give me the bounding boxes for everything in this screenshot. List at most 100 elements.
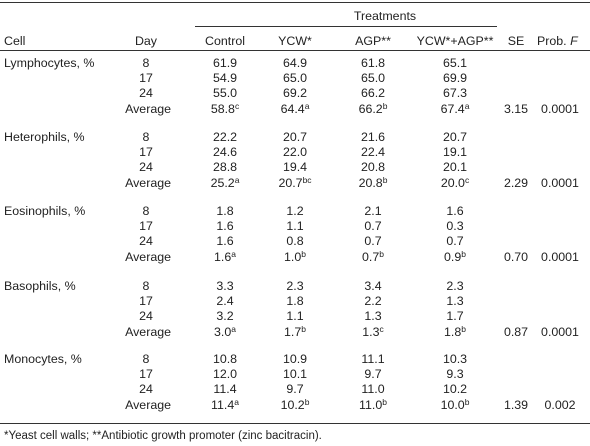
se-value: 3.15 [503, 101, 529, 116]
top-rule [0, 2, 590, 3]
ycw-agp-value: 19.1 [442, 145, 468, 160]
average-value: 25.2 [210, 175, 235, 190]
significance-letter: a [464, 100, 470, 111]
average-label: Average [125, 249, 171, 264]
col-header-prob: Prob. F [537, 34, 578, 48]
average-label: Average [125, 175, 171, 190]
ycw-agp-value: 10.2 [442, 382, 468, 397]
agp-value: 22.4 [360, 145, 386, 160]
ycw-agp-value: 9.3 [446, 367, 464, 382]
day-value: 8 [142, 352, 150, 366]
control-value: 61.9 [212, 56, 238, 70]
average-value: 1.7 [284, 324, 302, 339]
ycw-average: 64.4a [260, 101, 330, 116]
cell-type-label: Basophils, % [4, 279, 76, 293]
day-value: 17 [139, 145, 153, 160]
agp-value: 1.3 [364, 309, 382, 324]
control-value: 28.8 [212, 160, 238, 175]
control-value: 1.6 [216, 219, 234, 234]
agp-value: 11.0 [361, 382, 385, 397]
significance-letter: a [234, 396, 239, 407]
significance-letter: b [382, 174, 388, 185]
ycw-value: 10.9 [282, 352, 308, 366]
se-value: 0.87 [503, 324, 529, 339]
day-value: 24 [139, 86, 153, 101]
control-value: 3.3 [216, 279, 234, 293]
day-value: 17 [139, 71, 153, 86]
average-label: Average [125, 397, 171, 412]
average-value: 20.8 [358, 175, 383, 190]
ycw-agp-value: 2.3 [446, 279, 464, 293]
average-value: 66.2 [358, 101, 383, 116]
day-value: 24 [139, 234, 153, 249]
day-value: 24 [139, 160, 153, 175]
control-value: 12.0 [212, 367, 238, 382]
col-header-day: Day [134, 34, 158, 48]
significance-letter: b [301, 323, 306, 334]
significance-letter: a [231, 248, 236, 259]
ycw-agp-value: 67.3 [442, 86, 468, 101]
agp-value: 21.6 [360, 130, 386, 144]
ycw-average: 10.2b [260, 397, 330, 412]
day-value: 17 [139, 367, 153, 382]
agp-value: 65.0 [360, 71, 386, 86]
agp-average: 20.8b [338, 174, 408, 190]
average-label: Average [125, 101, 171, 116]
average-value: 10.2 [280, 397, 305, 412]
average-value: 64.4 [280, 101, 305, 116]
control-average: 3.0a [190, 323, 260, 338]
agp-average: 11.0b [338, 396, 408, 411]
significance-letter: c [379, 323, 384, 334]
significance-letter: b [461, 248, 466, 259]
agp-value: 20.8 [360, 160, 386, 175]
agp-average: 66.2b [338, 101, 408, 116]
ycw-value: 69.2 [282, 86, 308, 101]
average-value: 20.7 [278, 175, 303, 190]
se-value: 0.70 [503, 249, 529, 264]
bottom-rule [0, 423, 590, 424]
control-value: 55.0 [212, 86, 238, 101]
day-value: 17 [139, 294, 153, 309]
agp-value: 11.1 [361, 352, 385, 366]
average-value: 67.4 [440, 101, 465, 116]
significance-letter: b [301, 248, 306, 259]
agp-value: 2.1 [364, 204, 382, 218]
control-value: 3.2 [216, 309, 234, 324]
significance-letter: b [382, 396, 387, 407]
ycw-agp-average: 1.8b [410, 324, 500, 338]
ycw-value: 1.1 [286, 309, 304, 324]
significance-letter: bc [302, 174, 312, 185]
prob-value: 0.0001 [541, 324, 579, 339]
day-value: 17 [139, 219, 153, 234]
se-value: 1.39 [503, 397, 529, 412]
prob-value: 0.002 [544, 397, 576, 412]
significance-letter: c [464, 174, 470, 185]
significance-letter: b [464, 396, 470, 407]
ycw-average: 1.7b [260, 323, 330, 339]
agp-value: 2.2 [364, 294, 382, 309]
col-header-se: SE [507, 34, 525, 48]
agp-average: 1.3c [338, 323, 408, 339]
ycw-value: 10.1 [282, 367, 308, 382]
day-value: 8 [142, 130, 150, 144]
average-value: 10.0 [440, 397, 465, 412]
average-label: Average [125, 324, 171, 339]
control-average: 1.6a [190, 248, 260, 263]
se-value: 2.29 [503, 175, 529, 190]
ycw-value: 1.8 [286, 294, 304, 309]
day-value: 24 [139, 309, 153, 324]
control-average: 58.8c [190, 100, 260, 115]
ycw-agp-value: 20.1 [442, 160, 468, 175]
ycw-value: 19.4 [282, 160, 308, 175]
col-header-control: Control [205, 34, 245, 48]
control-value: 54.9 [212, 71, 238, 86]
ycw-agp-value: 20.7 [442, 130, 468, 144]
average-value: 1.0 [284, 249, 302, 264]
control-average: 11.4a [190, 396, 260, 411]
prob-value: 0.0001 [541, 101, 579, 116]
control-value: 1.6 [216, 234, 234, 249]
average-value: 1.3 [362, 324, 380, 339]
significance-letter: a [231, 323, 236, 334]
ycw-agp-average: 20.0c [410, 174, 500, 189]
significance-letter: c [234, 100, 240, 111]
